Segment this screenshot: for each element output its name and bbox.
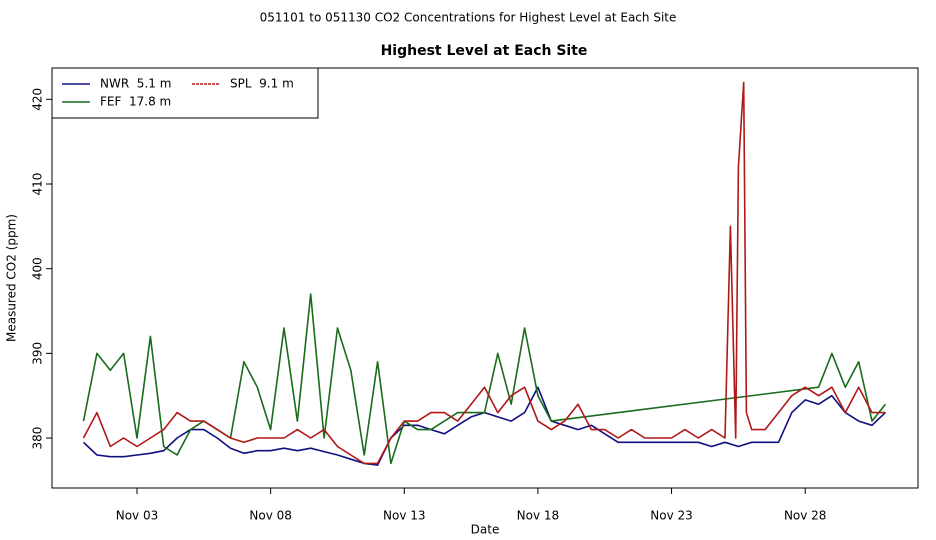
y-axis-label: Measured CO2 (ppm): [5, 214, 19, 342]
series-line: [82, 293, 887, 465]
y-tick-label: 410: [31, 173, 45, 196]
y-tick-label: 390: [31, 342, 45, 365]
y-tick-label: 380: [31, 427, 45, 450]
legend-label: FEF 17.8 m: [100, 95, 171, 109]
y-tick-label: 420: [31, 88, 45, 111]
suptitle: 051101 to 051130 CO2 Concentrations for …: [260, 11, 677, 25]
legend-box: [51, 67, 319, 119]
series-line: [82, 81, 886, 465]
x-tick-label: Nov 13: [383, 509, 426, 523]
x-tick-label: Nov 18: [517, 509, 560, 523]
plot-frame: [51, 67, 919, 489]
x-tick-label: Nov 28: [784, 509, 827, 523]
legend-label: SPL 9.1 m: [230, 77, 294, 91]
series-line: [82, 386, 886, 466]
x-axis-label: Date: [471, 523, 500, 537]
chart-title: Highest Level at Each Site: [381, 43, 588, 59]
x-tick-label: Nov 08: [249, 509, 292, 523]
y-tick-label: 400: [31, 257, 45, 280]
x-tick-label: Nov 23: [650, 509, 693, 523]
legend-label: NWR 5.1 m: [100, 77, 171, 91]
x-tick-label: Nov 03: [116, 509, 159, 523]
